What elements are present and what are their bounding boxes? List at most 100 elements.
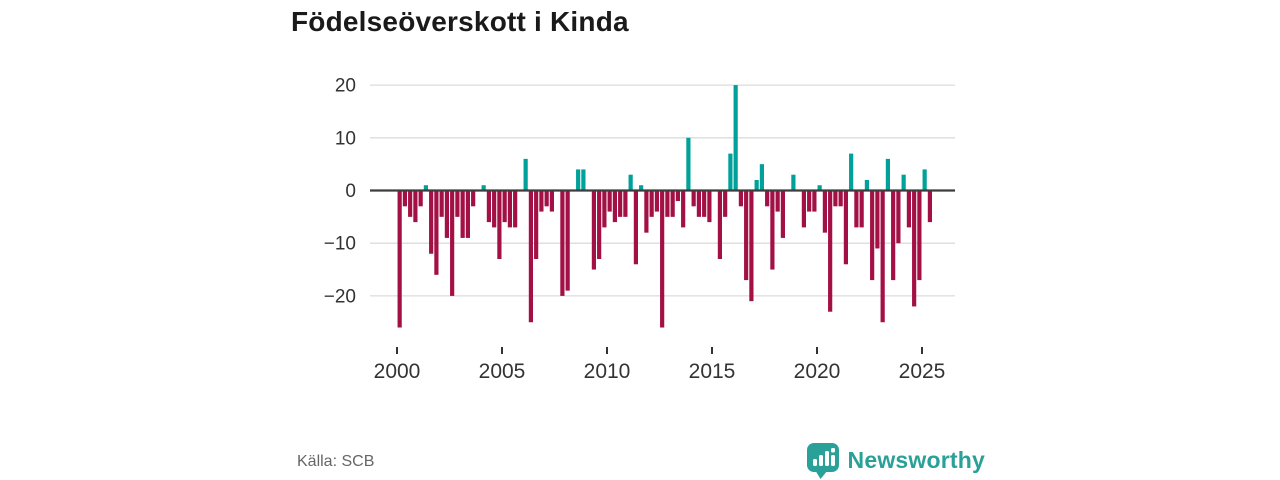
bar-negative bbox=[670, 190, 675, 217]
bar-negative bbox=[696, 190, 701, 217]
bar-negative bbox=[717, 190, 722, 260]
bar-negative bbox=[859, 190, 864, 228]
bar-negative bbox=[497, 190, 502, 260]
bar-negative bbox=[413, 190, 418, 223]
bar-negative bbox=[528, 190, 533, 323]
bar-negative bbox=[833, 190, 838, 207]
bar-positive bbox=[791, 174, 796, 191]
bar-negative bbox=[665, 190, 670, 217]
newsworthy-logo[interactable]: Newsworthy bbox=[806, 440, 985, 480]
bar-positive bbox=[759, 164, 764, 191]
bar-negative bbox=[513, 190, 518, 228]
bar-negative bbox=[429, 190, 434, 254]
bar-negative bbox=[560, 190, 565, 296]
bar-positive bbox=[733, 85, 738, 191]
bar-negative bbox=[618, 190, 623, 217]
bar-negative bbox=[896, 190, 901, 244]
bar-negative bbox=[402, 190, 407, 207]
bar-negative bbox=[439, 190, 444, 217]
bar-negative bbox=[880, 190, 885, 323]
bar-positive bbox=[817, 185, 822, 191]
bar-negative bbox=[812, 190, 817, 212]
bar-negative bbox=[723, 190, 728, 217]
bar-positive bbox=[581, 169, 586, 191]
bar-negative bbox=[455, 190, 460, 217]
bar-negative bbox=[828, 190, 833, 312]
bar-negative bbox=[418, 190, 423, 207]
bar-negative bbox=[681, 190, 686, 228]
bar-positive bbox=[728, 153, 733, 191]
bar-negative bbox=[549, 190, 554, 212]
bar-positive bbox=[481, 185, 486, 191]
bar-negative bbox=[397, 190, 402, 328]
bar-negative bbox=[875, 190, 880, 249]
y-tick-label: −20 bbox=[324, 286, 356, 307]
bar-negative bbox=[707, 190, 712, 223]
bar-positive bbox=[686, 137, 691, 191]
bar-negative bbox=[465, 190, 470, 238]
bar-positive bbox=[849, 153, 854, 191]
chart-footer: Källa: SCB Newsworthy bbox=[0, 440, 1280, 480]
bar-negative bbox=[444, 190, 449, 238]
bar-negative bbox=[492, 190, 497, 228]
bar-negative bbox=[912, 190, 917, 307]
bar-negative bbox=[623, 190, 628, 217]
bar-positive bbox=[423, 185, 428, 191]
bar-negative bbox=[917, 190, 922, 281]
bar-negative bbox=[544, 190, 549, 207]
bar-negative bbox=[765, 190, 770, 207]
source-text: Källa: SCB bbox=[297, 453, 375, 470]
bar-negative bbox=[654, 190, 659, 212]
x-tick-label: 2025 bbox=[899, 360, 946, 383]
bar-negative bbox=[749, 190, 754, 302]
bar-negative bbox=[486, 190, 491, 223]
bar-negative bbox=[649, 190, 654, 217]
bar-positive bbox=[922, 169, 927, 191]
x-tick-label: 2020 bbox=[794, 360, 841, 383]
bar-negative bbox=[539, 190, 544, 212]
bar-negative bbox=[702, 190, 707, 217]
bar-negative bbox=[602, 190, 607, 228]
bar-negative bbox=[644, 190, 649, 233]
y-tick-label: −10 bbox=[324, 234, 356, 255]
bar-negative bbox=[891, 190, 896, 281]
bar-positive bbox=[901, 174, 906, 191]
x-axis-labels: 2000 2005 2010 2015 2020 2025 bbox=[374, 347, 946, 383]
bar-positive bbox=[576, 169, 581, 191]
bar-positive bbox=[754, 179, 759, 191]
bars bbox=[397, 85, 932, 328]
bar-negative bbox=[633, 190, 638, 265]
bar-negative bbox=[822, 190, 827, 233]
y-tick-label: 20 bbox=[335, 76, 356, 97]
bar-negative bbox=[807, 190, 812, 212]
bar-negative bbox=[660, 190, 665, 328]
bar-negative bbox=[534, 190, 539, 260]
bar-negative bbox=[780, 190, 785, 238]
bar-negative bbox=[854, 190, 859, 228]
bar-positive bbox=[864, 179, 869, 191]
x-tick-label: 2010 bbox=[584, 360, 631, 383]
bar-negative bbox=[906, 190, 911, 228]
bar-negative bbox=[502, 190, 507, 223]
bar-negative bbox=[408, 190, 413, 217]
bar-negative bbox=[744, 190, 749, 281]
bar-negative bbox=[591, 190, 596, 270]
bar-negative bbox=[460, 190, 465, 238]
chart-title: Födelseöverskott i Kinda bbox=[291, 6, 629, 37]
bar-negative bbox=[870, 190, 875, 281]
bar-positive bbox=[885, 158, 890, 191]
bar-negative bbox=[434, 190, 439, 275]
bar-positive bbox=[639, 185, 644, 191]
newsworthy-logo-text: Newsworthy bbox=[847, 446, 985, 473]
bar-negative bbox=[565, 190, 570, 291]
bar-negative bbox=[507, 190, 512, 228]
bar-negative bbox=[801, 190, 806, 228]
y-tick-label: 0 bbox=[345, 181, 356, 202]
bar-negative bbox=[738, 190, 743, 207]
y-tick-label: 10 bbox=[335, 128, 356, 149]
x-tick-label: 2000 bbox=[374, 360, 421, 383]
bar-negative bbox=[838, 190, 843, 207]
x-tick-label: 2015 bbox=[689, 360, 736, 383]
